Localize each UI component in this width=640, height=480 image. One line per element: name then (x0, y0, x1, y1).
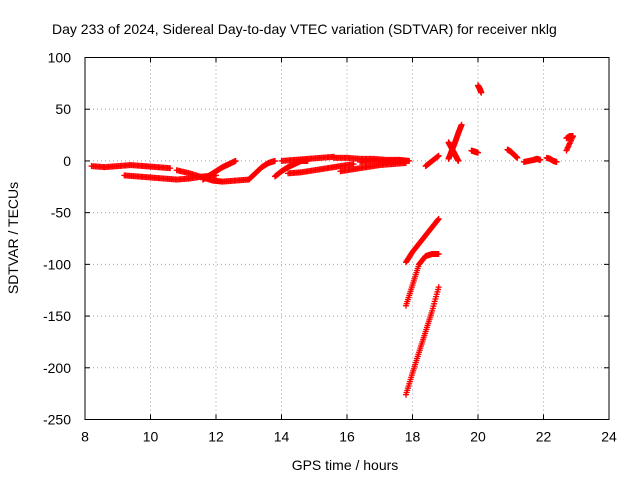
data-point (563, 147, 570, 154)
x-tick-label: 12 (208, 429, 224, 445)
data-point (537, 156, 544, 163)
x-tick-label: 8 (81, 429, 89, 445)
data-point (350, 161, 357, 168)
y-tick-label: 0 (63, 153, 71, 169)
data-point (435, 152, 442, 159)
x-tick-label: 18 (405, 429, 421, 445)
data-point (435, 284, 442, 291)
data-points (88, 82, 576, 398)
x-tick-label: 16 (339, 429, 355, 445)
y-tick-label: 50 (55, 101, 71, 117)
data-point (455, 157, 462, 164)
x-tick-label: 14 (274, 429, 290, 445)
x-tick-label: 20 (470, 429, 486, 445)
data-point (458, 121, 465, 128)
y-tick-label: 100 (48, 50, 72, 66)
x-axis-label: GPS time / hours (292, 457, 399, 473)
x-tick-label: 22 (536, 429, 552, 445)
y-tick-label: -100 (43, 256, 71, 272)
grid (85, 57, 609, 420)
data-point (435, 251, 442, 258)
data-point (271, 157, 278, 164)
x-tick-label: 10 (143, 429, 159, 445)
chart-title: Day 233 of 2024, Sidereal Day-to-day VTE… (52, 21, 557, 37)
y-tick-label: -50 (51, 205, 71, 221)
data-point (435, 216, 442, 223)
data-point (478, 89, 485, 96)
data-point (167, 165, 174, 172)
data-point (232, 157, 239, 164)
y-tick-label: -150 (43, 308, 71, 324)
data-point (475, 149, 481, 156)
y-axis-label: SDTVAR / TECUs (5, 182, 21, 294)
axis-ticks: 8 10 12 14 16 18 20 22 24 -250 -200 -150 -100 -50 0 50 1… (43, 50, 617, 445)
x-tick-label: 24 (601, 429, 617, 445)
data-point (406, 157, 413, 164)
y-tick-label: -250 (43, 412, 71, 428)
data-point (435, 215, 442, 222)
data-point (514, 154, 521, 161)
data-point (553, 158, 560, 165)
y-tick-label: -200 (43, 360, 71, 376)
